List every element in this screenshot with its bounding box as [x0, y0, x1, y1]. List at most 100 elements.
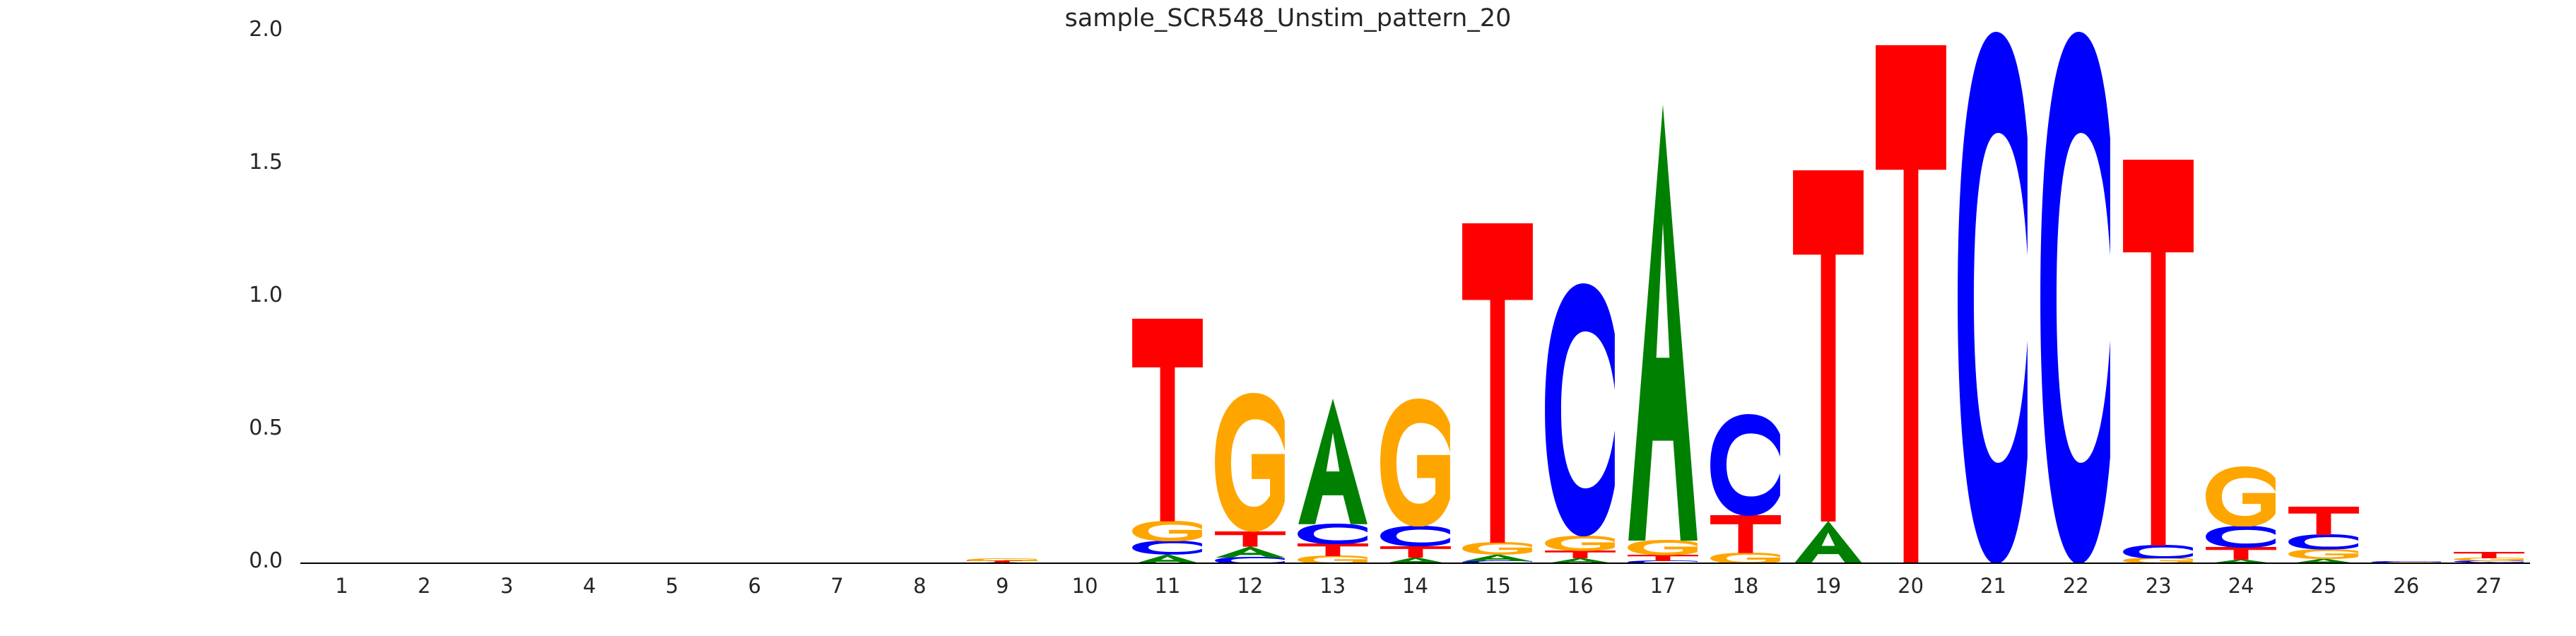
- x-tick-label: 11: [1154, 574, 1181, 598]
- logo-letter-C: [2122, 544, 2195, 559]
- logo-letter-G: [2122, 558, 2195, 564]
- logo-letter-A: [1296, 398, 1370, 524]
- logo-letter-T: [1296, 543, 1370, 556]
- logo-letter-T: [1213, 531, 1287, 547]
- logo-letter-T: [1379, 546, 1452, 558]
- logo-letter-C: [2370, 560, 2443, 563]
- logo-letter-G: [1213, 393, 1287, 532]
- logo-stack-position-18: [1709, 32, 1782, 564]
- logo-letter-A: [1461, 553, 1534, 562]
- logo-letter-T: [1709, 515, 1782, 553]
- x-tick-label: 9: [996, 574, 1009, 598]
- logo-stack-position-13: [1296, 32, 1370, 564]
- logo-plot-area: [300, 32, 2530, 564]
- logo-letter-G: [1379, 398, 1452, 527]
- logo-letter-T: [965, 560, 1039, 563]
- logo-stack-position-27: [2452, 32, 2526, 564]
- x-tick-label: 5: [665, 574, 679, 598]
- logo-letter-A: [1792, 520, 1865, 564]
- logo-stack-position-23: [2122, 32, 2195, 564]
- logo-letter-C: [2039, 32, 2112, 564]
- logo-letter-C: [1709, 414, 1782, 517]
- y-axis-label: Bits: [0, 218, 4, 261]
- x-tick-label: 6: [748, 574, 761, 598]
- logo-letter-G: [2287, 549, 2360, 560]
- x-tick-label: 3: [500, 574, 514, 598]
- logo-stack-position-17: [1626, 32, 1700, 564]
- logo-letter-C: [2204, 526, 2278, 548]
- x-tick-label: 12: [1237, 574, 1264, 598]
- logo-letter-G: [1709, 552, 1782, 564]
- logo-letter-G: [1626, 540, 1700, 555]
- logo-letter-G: [1131, 520, 1204, 542]
- logo-stack-position-24: [2204, 32, 2278, 564]
- logo-stack-position-16: [1543, 32, 1617, 564]
- logo-letter-G: [1296, 555, 1370, 564]
- logo-stack-position-11: [1131, 32, 1204, 564]
- logo-stack-position-21: [1956, 32, 2030, 564]
- x-tick-label: 7: [830, 574, 844, 598]
- logo-stack-position-26: [2370, 32, 2443, 564]
- logo-stack-position-20: [1874, 32, 1948, 564]
- x-tick-label: 14: [1402, 574, 1428, 598]
- logo-letter-C: [2452, 560, 2526, 563]
- logo-letter-A: [1543, 558, 1617, 564]
- logo-letter-T: [2287, 506, 2360, 536]
- x-tick-label: 19: [1815, 574, 1842, 598]
- logo-letter-T: [1543, 550, 1617, 559]
- y-tick-label: 1.5: [249, 150, 283, 175]
- logo-stack-position-22: [2039, 32, 2112, 564]
- x-tick-label: 27: [2476, 574, 2503, 598]
- x-tick-label: 21: [1980, 574, 2006, 598]
- x-tick-label: 22: [2062, 574, 2089, 598]
- logo-letter-G: [1461, 541, 1534, 555]
- logo-letter-C: [1956, 32, 2030, 564]
- y-tick-label: 0.5: [249, 416, 283, 440]
- x-tick-label: 1: [335, 574, 348, 598]
- x-tick-label: 2: [418, 574, 431, 598]
- logo-letter-C: [1213, 556, 1287, 564]
- x-tick-label: 20: [1898, 574, 1924, 598]
- y-tick-label: 2.0: [249, 17, 283, 42]
- logo-letter-G: [2204, 466, 2278, 527]
- x-tick-label: 26: [2393, 574, 2420, 598]
- logo-letter-T: [1792, 170, 1865, 522]
- x-tick-label: 8: [913, 574, 927, 598]
- page-title: sample_SCR548_Unstim_pattern_20: [1064, 4, 1512, 33]
- logo-letter-A: [1379, 556, 1452, 564]
- logo-stack-position-9: [965, 32, 1039, 564]
- x-tick-label: 16: [1567, 574, 1594, 598]
- y-tick-label: 1.0: [249, 283, 283, 307]
- logo-letter-C: [2287, 534, 2360, 550]
- logo-letter-T: [1131, 319, 1204, 522]
- logo-letter-A: [1626, 104, 1700, 541]
- x-tick-label: 25: [2310, 574, 2337, 598]
- logo-letter-G: [1543, 536, 1617, 551]
- logo-letter-C: [1543, 283, 1617, 537]
- x-tick-label: 10: [1071, 574, 1098, 598]
- x-tick-label: 18: [1732, 574, 1759, 598]
- x-tick-label: 23: [2145, 574, 2172, 598]
- logo-stack-position-14: [1379, 32, 1452, 564]
- logo-stack-position-19: [1792, 32, 1865, 564]
- logo-letter-T: [1874, 45, 1948, 564]
- x-tick-label: 13: [1319, 574, 1346, 598]
- logo-letter-T: [2204, 547, 2278, 560]
- x-tick-label: 15: [1484, 574, 1511, 598]
- logo-letter-T: [2452, 551, 2526, 559]
- logo-letter-T: [2122, 159, 2195, 546]
- logo-letter-G: [2452, 558, 2526, 561]
- x-tick-label: 17: [1649, 574, 1676, 598]
- logo-letter-A: [1213, 546, 1287, 558]
- x-axis-line: [300, 563, 2530, 564]
- y-tick-label: 0.0: [249, 548, 283, 573]
- logo-letter-T: [1626, 554, 1700, 562]
- logo-letter-G: [965, 558, 1039, 562]
- logo-stack-position-12: [1213, 32, 1287, 564]
- logo-letter-C: [1131, 541, 1204, 555]
- logo-letter-C: [1296, 523, 1370, 544]
- logo-letter-T: [1461, 223, 1534, 543]
- logo-stack-position-25: [2287, 32, 2360, 564]
- x-tick-label: 24: [2228, 574, 2254, 598]
- logo-letter-A: [1131, 553, 1204, 564]
